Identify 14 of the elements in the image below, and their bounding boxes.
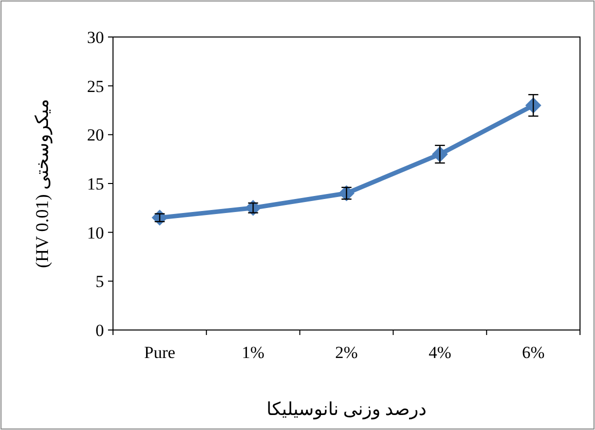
- x-tick-label: 6%: [522, 343, 545, 362]
- x-tick-label: 4%: [428, 343, 452, 362]
- y-tick-label: 15: [87, 174, 104, 194]
- x-axis-title: درصد وزنی نانوسیلیکا: [266, 399, 426, 420]
- y-tick-label: 0: [96, 321, 104, 340]
- x-tick-label: 1%: [242, 343, 264, 362]
- y-tick-label: 25: [87, 76, 104, 96]
- y-tick-label: 20: [87, 126, 104, 145]
- y-tick-label: 30: [87, 28, 104, 47]
- y-axis-title: میکروسختی (HV 0.01): [32, 99, 53, 268]
- x-tick-label: 2%: [335, 343, 358, 362]
- y-tick-label: 5: [96, 272, 104, 292]
- y-tick-label: 10: [87, 223, 104, 242]
- x-tick-label: Pure: [144, 343, 176, 362]
